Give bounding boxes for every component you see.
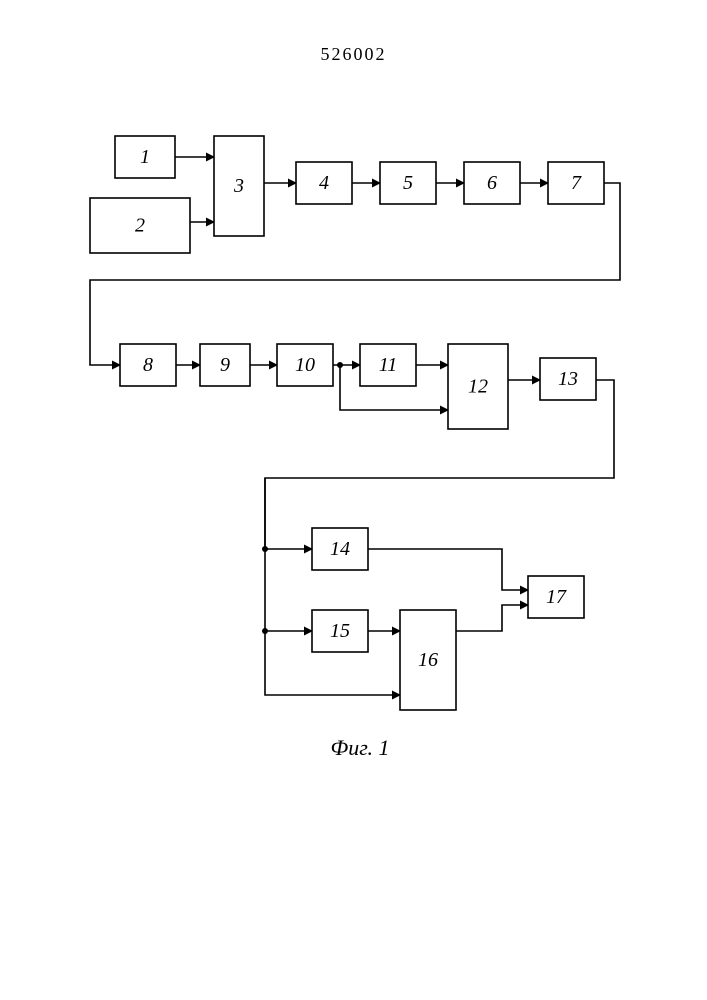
block-16: 16 [400, 610, 456, 710]
block-14: 14 [312, 528, 368, 570]
block-5-label: 5 [403, 172, 413, 194]
edge-bus-15 [265, 478, 312, 631]
page-number: 526002 [321, 44, 387, 64]
edge-14-17 [368, 549, 528, 590]
block-8-label: 8 [143, 354, 153, 376]
block-13: 13 [540, 358, 596, 400]
figure-caption: Фиг. 1 [331, 735, 390, 760]
block-15: 15 [312, 610, 368, 652]
block-15-label: 15 [330, 620, 350, 642]
block-4: 4 [296, 162, 352, 204]
junction-dot [262, 546, 268, 552]
block-11-label: 11 [379, 354, 398, 376]
block-11: 11 [360, 344, 416, 386]
block-9: 9 [200, 344, 250, 386]
block-17: 17 [528, 576, 584, 618]
block-1-label: 1 [140, 146, 150, 168]
block-6: 6 [464, 162, 520, 204]
block-12-label: 12 [468, 376, 488, 398]
block-3-label: 3 [233, 175, 244, 197]
edge-16-17 [456, 605, 528, 631]
block-7-label: 7 [571, 172, 582, 194]
block-12: 12 [448, 344, 508, 429]
block-3: 3 [214, 136, 264, 236]
block-10: 10 [277, 344, 333, 386]
block-2: 2 [90, 198, 190, 253]
block-5: 5 [380, 162, 436, 204]
block-16-label: 16 [418, 649, 438, 671]
block-1: 1 [115, 136, 175, 178]
block-7: 7 [548, 162, 604, 204]
edge-13-14 [265, 380, 614, 549]
block-6-label: 6 [487, 172, 497, 194]
junction-dot [262, 628, 268, 634]
block-8: 8 [120, 344, 176, 386]
block-14-label: 14 [330, 538, 350, 560]
block-9-label: 9 [220, 354, 230, 376]
block-17-label: 17 [546, 586, 567, 608]
block-10-label: 10 [295, 354, 315, 376]
block-4-label: 4 [319, 172, 329, 194]
block-13-label: 13 [558, 368, 578, 390]
block-2-label: 2 [135, 215, 145, 237]
junction-dot [337, 362, 343, 368]
